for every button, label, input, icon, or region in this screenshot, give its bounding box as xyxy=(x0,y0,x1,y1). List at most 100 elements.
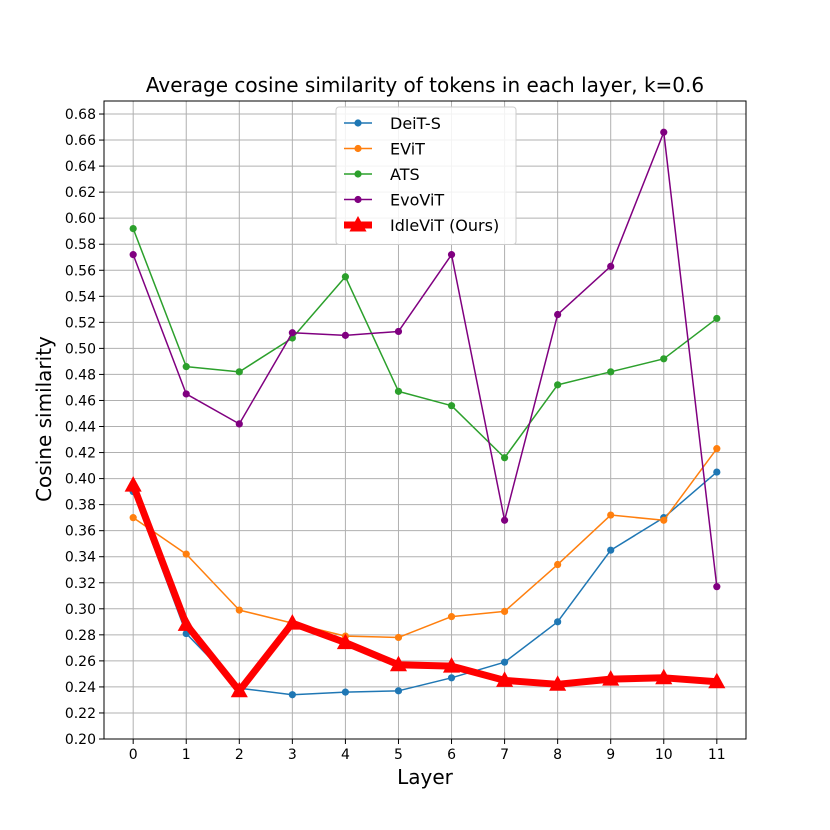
legend-marker-evit xyxy=(354,144,362,153)
legend-label-ats: ATS xyxy=(390,165,420,184)
data-point-idlevit-ours xyxy=(442,657,461,673)
x-axis: 0 1 2 3 4 5 6 7 8 9 10 11 xyxy=(129,739,726,763)
legend-marker-idlevit-ours xyxy=(349,216,367,232)
data-point-ats xyxy=(447,402,456,410)
series-line-evit xyxy=(132,447,718,639)
data-point-ats xyxy=(713,314,721,323)
data-point-evit xyxy=(607,511,615,519)
y-axis: 0.20 0.22 0.24 0.26 0.28 0.30 0.32 0.34 0.36 0.38… xyxy=(65,107,104,748)
y-tick-label: 0.52 xyxy=(65,315,96,331)
data-point-evit xyxy=(713,445,721,453)
y-tick-label: 0.68 xyxy=(65,107,96,123)
data-point-evit xyxy=(554,560,562,569)
data-point-evovit xyxy=(554,310,562,319)
x-tick-label: 11 xyxy=(708,747,726,763)
y-tick-label: 0.66 xyxy=(65,133,96,149)
x-tick-label: 4 xyxy=(341,747,350,763)
y-tick-label: 0.36 xyxy=(65,524,96,540)
data-point-ats xyxy=(394,387,403,395)
data-point-idlevit-ours xyxy=(708,672,726,689)
legend-label-deit-s: DeiT-S xyxy=(390,114,441,133)
data-point-idlevit-ours xyxy=(602,670,620,686)
legend-marker-ats xyxy=(354,170,362,178)
data-point-deit-s xyxy=(394,687,403,695)
data-point-deit-s xyxy=(288,691,296,699)
legend-label-evit: EViT xyxy=(390,140,425,159)
data-point-deit-s xyxy=(554,618,562,626)
y-tick-label: 0.22 xyxy=(65,706,96,722)
data-point-evit xyxy=(129,514,137,522)
data-point-evit xyxy=(660,516,668,524)
series-line-ats xyxy=(132,227,718,459)
y-tick-label: 0.56 xyxy=(65,263,96,279)
data-point-ats xyxy=(500,454,509,462)
data-point-evit xyxy=(235,606,243,614)
legend: DeiT-S EViT ATS EvoViT IdleViT (Ours) xyxy=(335,106,517,245)
x-tick-label: 8 xyxy=(553,747,562,763)
data-point-evovit xyxy=(341,331,350,339)
y-tick-label: 0.40 xyxy=(65,472,96,488)
grid-lines xyxy=(104,101,746,740)
data-point-evovit xyxy=(447,251,456,259)
series-evovit xyxy=(129,128,721,591)
y-tick-label: 0.32 xyxy=(65,576,96,592)
legend-label-evovit: EvoViT xyxy=(390,191,444,210)
x-tick-label: 7 xyxy=(500,747,509,763)
y-tick-label: 0.54 xyxy=(65,289,96,305)
y-tick-label: 0.42 xyxy=(65,446,96,462)
legend-item-deit-s: DeiT-S xyxy=(344,114,441,133)
x-tick-label: 10 xyxy=(655,747,673,763)
data-point-deit-s xyxy=(341,688,350,696)
data-point-idlevit-ours xyxy=(124,476,142,492)
data-point-idlevit-ours xyxy=(549,675,567,691)
data-point-deit-s xyxy=(713,468,721,476)
data-point-evit xyxy=(447,613,456,621)
data-point-idlevit-ours xyxy=(230,681,248,698)
data-point-ats xyxy=(660,355,668,363)
legend-item-evovit: EvoViT xyxy=(344,191,444,210)
y-tick-label: 0.58 xyxy=(65,237,96,253)
legend-item-ats: ATS xyxy=(344,165,420,184)
data-point-evovit xyxy=(500,516,509,524)
x-tick-label: 9 xyxy=(606,747,615,763)
series-line-evovit xyxy=(132,131,718,588)
data-point-deit-s xyxy=(607,546,615,554)
data-point-evit xyxy=(182,550,190,558)
data-point-evit xyxy=(394,633,403,642)
data-point-evovit xyxy=(713,583,721,591)
data-point-evovit xyxy=(394,327,403,336)
data-point-ats xyxy=(182,363,190,371)
data-point-evovit xyxy=(288,329,296,337)
x-tick-label: 6 xyxy=(447,747,456,763)
y-tick-label: 0.28 xyxy=(65,628,96,644)
data-point-evit xyxy=(500,607,509,616)
data-point-ats xyxy=(341,273,350,281)
data-point-evovit xyxy=(235,420,243,428)
data-point-ats xyxy=(235,368,243,376)
legend-item-idlevit-ours: IdleViT (Ours) xyxy=(344,216,499,235)
data-point-idlevit-ours xyxy=(389,655,408,672)
legend-marker-deit-s xyxy=(354,119,362,127)
y-tick-label: 0.46 xyxy=(65,393,96,409)
y-tick-label: 0.48 xyxy=(65,367,96,383)
y-tick-label: 0.34 xyxy=(65,550,96,566)
data-point-deit-s xyxy=(447,674,456,682)
data-point-evovit xyxy=(660,128,668,136)
series-line-idlevit-ours xyxy=(129,481,721,695)
x-axis-title: Layer xyxy=(397,765,454,789)
y-tick-label: 0.62 xyxy=(65,185,96,201)
y-tick-label: 0.64 xyxy=(65,159,96,175)
legend-item-evit: EViT xyxy=(344,140,425,159)
data-point-ats xyxy=(129,225,137,233)
y-tick-label: 0.38 xyxy=(65,498,96,514)
y-tick-label: 0.30 xyxy=(65,602,96,618)
data-point-idlevit-ours xyxy=(496,671,514,687)
y-tick-label: 0.20 xyxy=(65,732,96,748)
y-axis-title: Cosine similarity xyxy=(32,336,56,502)
plot-area-frame xyxy=(103,100,747,740)
data-point-evovit xyxy=(182,390,190,398)
data-point-deit-s xyxy=(500,658,509,666)
x-tick-label: 1 xyxy=(182,747,191,763)
y-tick-label: 0.24 xyxy=(65,680,96,696)
data-point-idlevit-ours xyxy=(177,615,195,631)
